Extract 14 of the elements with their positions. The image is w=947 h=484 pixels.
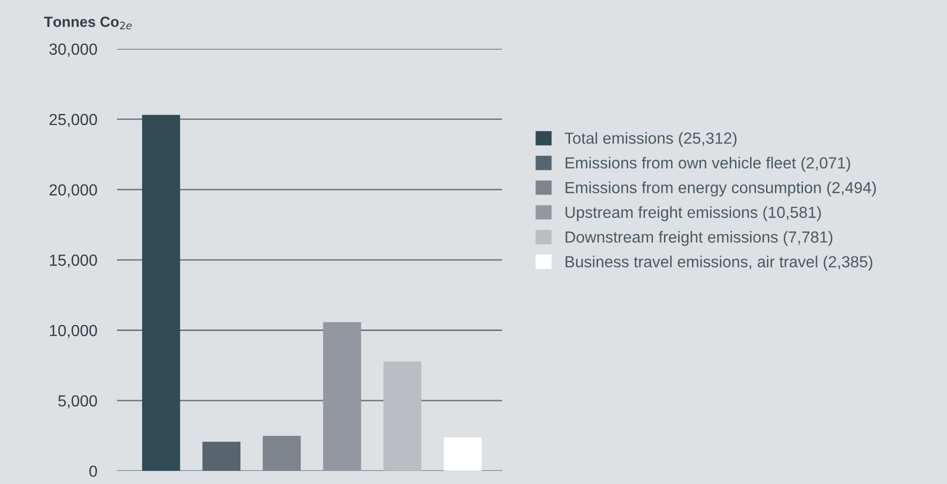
y-tick-label: 15,000	[50, 254, 97, 268]
legend-label: Downstream freight emissions (7,781)	[566, 230, 832, 246]
legend-label: Total emissions (25,312)	[564, 132, 736, 147]
y-tick-label: 0	[89, 466, 97, 477]
y-axis-title: Tonnes Co$_{2e}$	[44, 16, 132, 30]
y-tick-label: 5,000	[58, 395, 97, 408]
y-tick-label: 30,000	[49, 44, 97, 57]
y-tick-label: 20,000	[50, 184, 97, 198]
legend-label: Business travel emissions, air travel (2,385)	[566, 256, 872, 271]
legend-label: Emissions from energy consumption (2,494)	[566, 182, 876, 196]
legend-label: Upstream freight emissions (10,581)	[566, 206, 821, 222]
legend-label: Emissions from own vehicle fleet (2,071)	[566, 156, 850, 172]
y-tick-label: 10,000	[50, 324, 97, 338]
y-tick-label: 25,000	[50, 114, 97, 128]
